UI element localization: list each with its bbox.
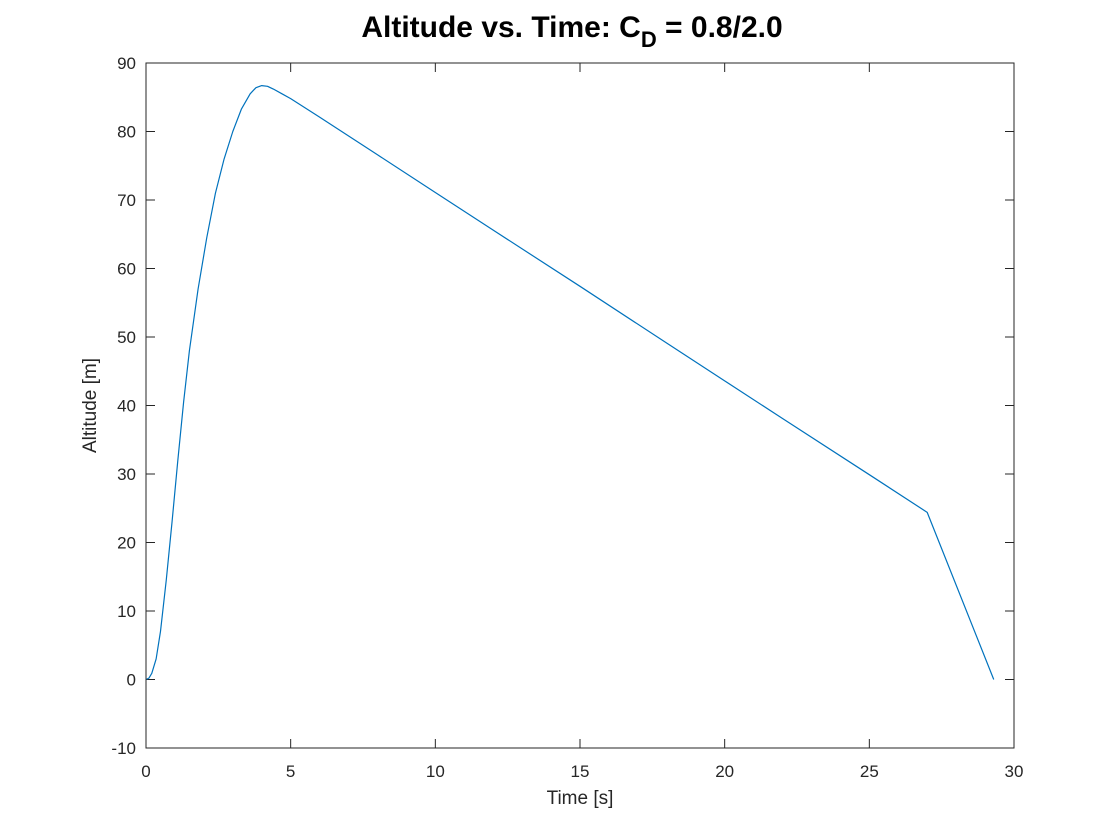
y-tick-label: 70 [117, 191, 136, 210]
x-tick-label: 30 [1005, 762, 1024, 781]
y-tick-label: 50 [117, 328, 136, 347]
axes-box [145, 62, 1015, 749]
chart-title-subscript: D [641, 27, 657, 52]
chart-title-suffix: = 0.8/2.0 [657, 11, 783, 44]
x-tick-label: 20 [715, 762, 734, 781]
y-tick-label: 40 [117, 397, 136, 416]
x-tick-label: 0 [141, 762, 150, 781]
x-tick-label: 10 [426, 762, 445, 781]
y-tick-label: 10 [117, 602, 136, 621]
y-tick-label: -10 [111, 739, 136, 758]
y-tick-label: 0 [127, 671, 136, 690]
y-axis-label: Altitude [m] [80, 358, 101, 453]
x-tick-label: 15 [571, 762, 590, 781]
x-tick-label: 5 [286, 762, 295, 781]
y-tick-label: 30 [117, 465, 136, 484]
x-axis-label: Time [s] [547, 788, 614, 809]
y-tick-label: 60 [117, 260, 136, 279]
y-tick-label: 80 [117, 123, 136, 142]
y-tick-label: 20 [117, 534, 136, 553]
x-tick-label: 25 [860, 762, 879, 781]
y-axis-ticks: -10 0 10 20 30 40 50 60 70 80 90 [111, 54, 1014, 758]
chart-title-main: Altitude vs. Time: C [361, 11, 641, 44]
y-tick-label: 90 [117, 54, 136, 73]
chart-title: Altitude vs. Time: CD = 0.8/2.0 [361, 11, 782, 52]
altitude-series-line [145, 84, 995, 681]
plot-area [146, 63, 1014, 748]
